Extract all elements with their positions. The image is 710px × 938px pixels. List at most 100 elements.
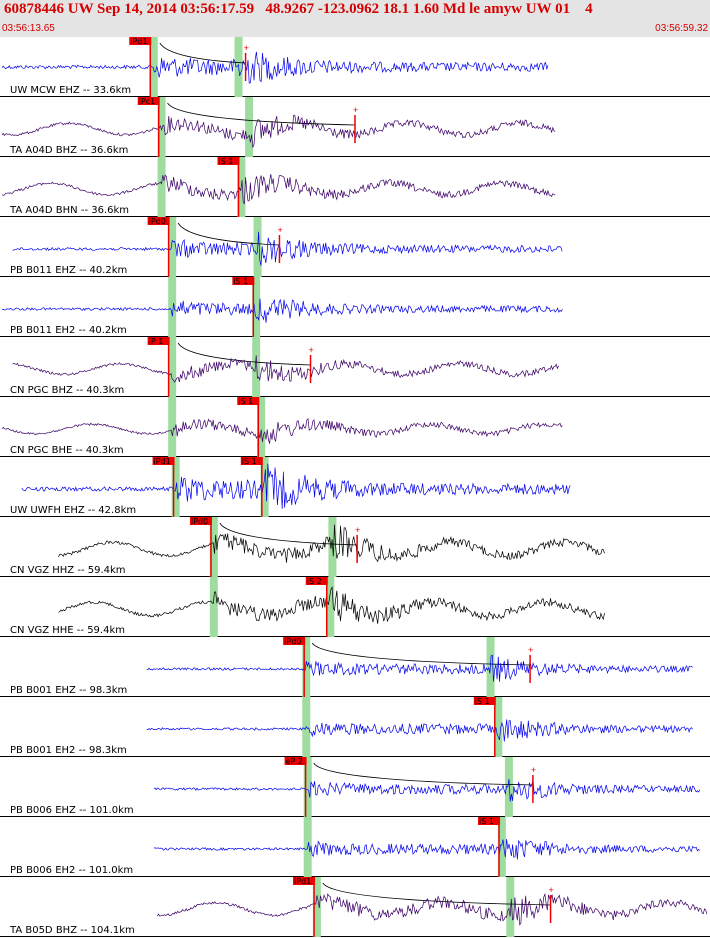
trace-label: TA B05D BHZ -- 104.1km	[9, 925, 135, 936]
pick-label: iPd1	[130, 37, 147, 46]
pick-flag	[284, 757, 307, 765]
pick-flag	[293, 877, 316, 885]
pick-flag	[189, 517, 212, 525]
pick-flag	[237, 397, 260, 405]
time-start-label: 03:56:13.65	[2, 23, 55, 34]
s-window-band	[260, 457, 269, 517]
pick-flag	[240, 457, 263, 465]
s-window-band	[326, 577, 335, 637]
waveform-trace	[1, 173, 556, 205]
trace-label: CN VGZ HHE -- 59.4km	[10, 625, 125, 636]
pick-flag	[283, 637, 306, 645]
waveform-trace	[12, 231, 563, 266]
coda-end-plus: +	[355, 525, 360, 535]
p-window-band	[149, 37, 158, 97]
pick-flag	[147, 217, 170, 225]
time-end-label: 03:56:59.32	[655, 23, 708, 34]
pick-label: iPc1	[139, 97, 156, 106]
pick-label: iS 2	[307, 577, 322, 586]
seismogram-plot: iPd1 + UW MCW EHZ -- 33.6km iPc1 + TA A04D BH…	[0, 37, 710, 937]
waveform-trace	[156, 892, 708, 926]
coda-curve	[159, 42, 246, 64]
pick-label: iPd0	[149, 217, 166, 226]
waveform-trace	[1, 51, 549, 84]
p-window-band	[157, 157, 166, 217]
trace-label: PB B001 EH2 -- 98.3km	[10, 745, 127, 756]
trace-label: PB B011 EHZ -- 40.2km	[10, 265, 127, 276]
trace-label: CN PGC BHE -- 40.3km	[10, 445, 124, 456]
pick-flag	[137, 97, 160, 105]
waveform-trace	[1, 417, 563, 444]
waveform-trace	[12, 355, 559, 383]
coda-curve	[311, 642, 531, 666]
trace-label: PB B001 EHZ -- 98.3km	[10, 685, 127, 696]
pick-flag	[478, 817, 501, 825]
p-window-band	[303, 757, 312, 817]
pick-flag	[129, 37, 152, 45]
pick-flag	[232, 277, 255, 285]
waveform-trace	[153, 779, 701, 802]
coda-curve	[177, 342, 311, 366]
coda-end-plus: +	[528, 645, 533, 655]
pick-label: iS 1	[233, 277, 248, 286]
pick-label: iS 1	[219, 157, 234, 166]
p-window-band	[157, 97, 166, 157]
p-window-band	[312, 877, 321, 937]
waveform-trace	[146, 654, 693, 682]
pick-flag	[305, 577, 328, 585]
pick-label: iS 1	[479, 817, 494, 826]
pick-label: iPd0	[284, 637, 301, 646]
s-window-band	[504, 757, 513, 817]
trace-label: PB B006 EH2 -- 101.0km	[10, 865, 133, 876]
pick-label: iS 1	[238, 397, 253, 406]
trace-label: TA A04D BHN -- 36.6km	[9, 205, 129, 216]
pick-label: iS 1	[475, 697, 490, 706]
pick-flag	[217, 157, 240, 165]
pick-label: iPd1	[154, 457, 171, 466]
coda-end-plus: +	[244, 43, 249, 53]
trace-label: PB B011 EH2 -- 40.2km	[10, 325, 127, 336]
event-title: 60878446 UW Sep 14, 2014 03:56:17.59 48.…	[4, 1, 593, 17]
pick-flag	[152, 457, 175, 465]
pick-flag	[473, 697, 496, 705]
pick-flag	[147, 337, 170, 345]
waveform-trace	[146, 719, 693, 742]
waveform-trace	[153, 838, 701, 860]
waveform-trace	[58, 585, 605, 624]
coda-curve	[322, 882, 551, 906]
s-window-band	[252, 337, 261, 397]
coda-curve	[167, 102, 356, 126]
pick-label: iPd0	[191, 517, 208, 526]
pick-label: iS 1	[242, 457, 257, 466]
s-window-band	[497, 817, 506, 877]
coda-end-plus: +	[309, 345, 314, 355]
p-window-band	[209, 577, 218, 637]
p-window-band	[302, 637, 311, 697]
coda-curve	[177, 222, 280, 246]
trace-label: CN PGC BHZ -- 40.3km	[10, 385, 124, 396]
coda-curve	[219, 522, 358, 546]
coda-end-plus: +	[549, 885, 554, 895]
waveform-trace	[21, 463, 571, 509]
trace-label: TA A04D BHZ -- 36.6km	[9, 145, 128, 156]
waveform-trace	[1, 114, 556, 148]
s-window-band	[252, 277, 261, 337]
trace-label: PB B006 EHZ -- 101.0km	[10, 805, 134, 816]
header-bar: 60878446 UW Sep 14, 2014 03:56:17.59 48.…	[0, 0, 710, 37]
pick-label: iP 1	[149, 337, 164, 346]
pick-label: iPd1	[294, 877, 311, 886]
waveform-trace	[1, 298, 563, 323]
waveform-trace	[58, 524, 605, 563]
p-window-band	[168, 217, 177, 277]
coda-curve	[313, 762, 533, 786]
s-window-band	[257, 397, 266, 457]
trace-label: UW MCW EHZ -- 33.6km	[10, 85, 131, 96]
coda-end-plus: +	[277, 225, 282, 235]
p-window-band	[168, 397, 177, 457]
coda-end-plus: +	[531, 765, 536, 775]
trace-label: CN VGZ HHZ -- 59.4km	[10, 565, 126, 576]
p-window-band	[168, 277, 177, 337]
s-window-band	[506, 877, 515, 937]
trace-label: UW UWFH EHZ -- 42.8km	[10, 505, 136, 516]
p-window-band	[168, 337, 177, 397]
